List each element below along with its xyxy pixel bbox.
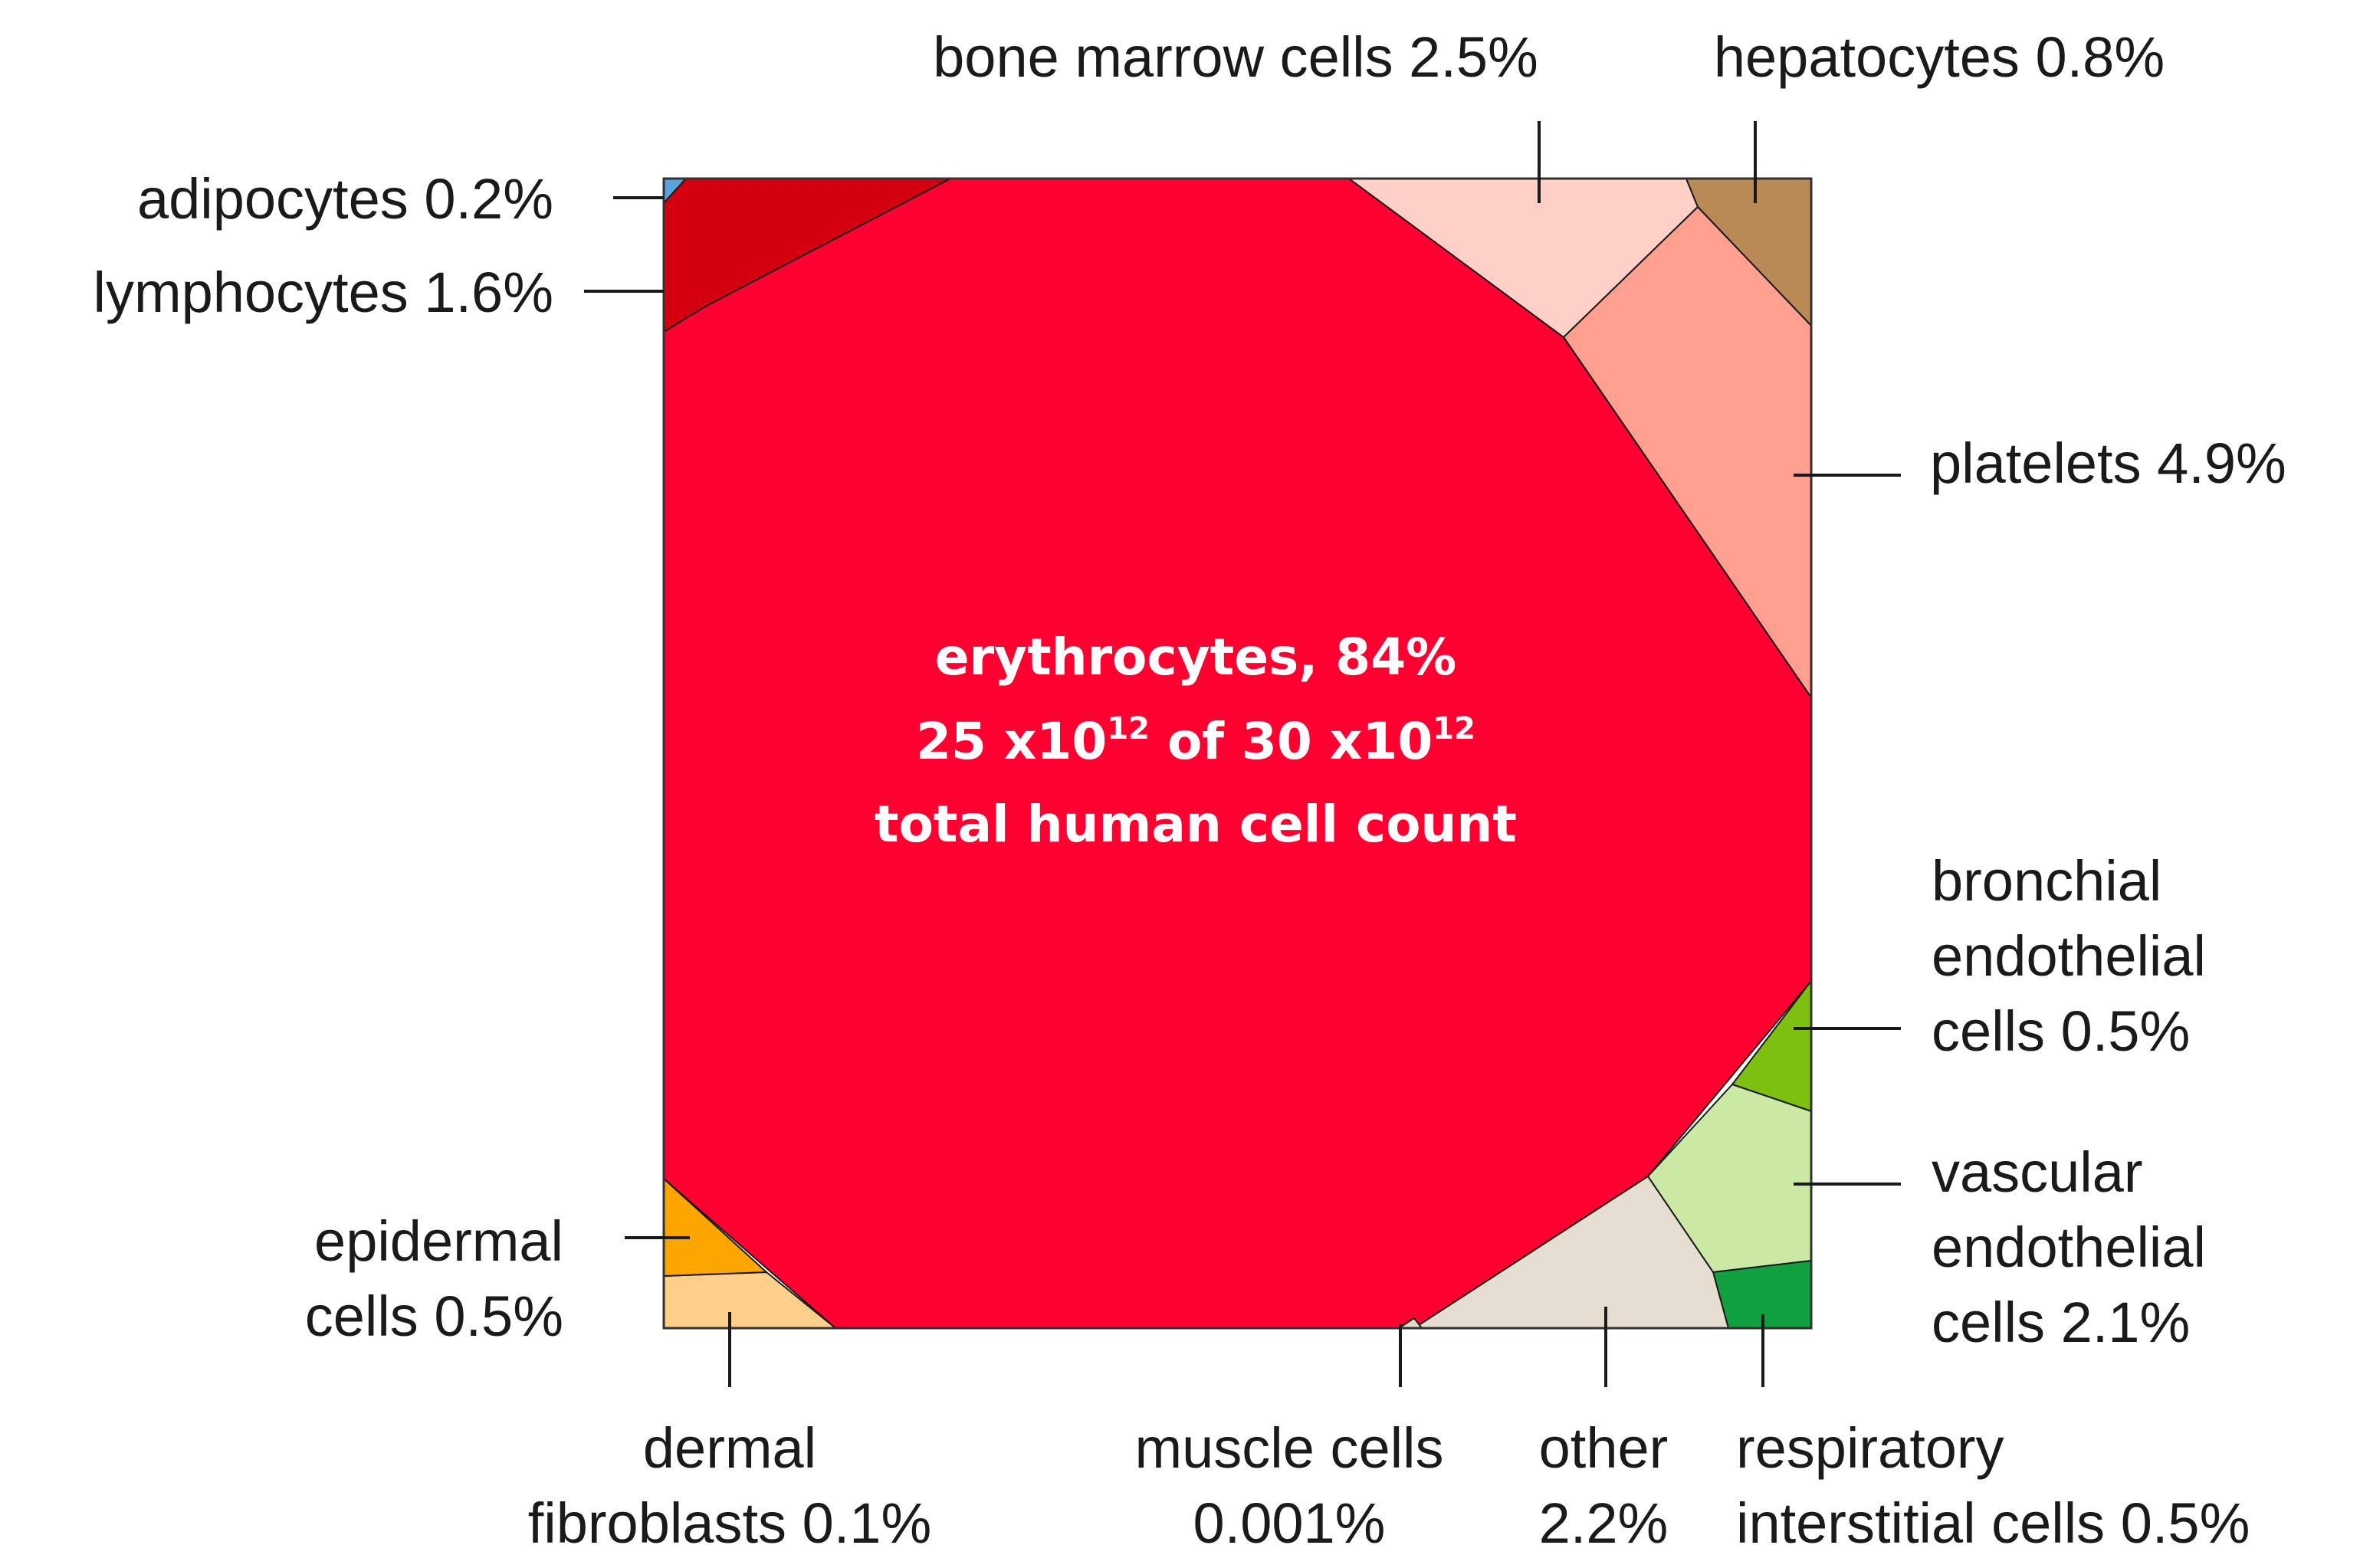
label-line: hepatocytes 0.8% [1714, 25, 2165, 89]
erythrocyte-count-exponent: 12 [1107, 711, 1150, 746]
label-line: 0.001% [1193, 1491, 1386, 1555]
label-line: cells 0.5% [1932, 999, 2190, 1063]
total-count-exponent: 12 [1433, 711, 1475, 746]
label-platelets: platelets 4.9% [1930, 431, 2286, 495]
label-line: 2.2% [1539, 1491, 1669, 1555]
label-adipocytes: adipocytes 0.2% [137, 167, 553, 231]
label-line: cells 0.5% [305, 1284, 563, 1348]
label-bone-marrow: bone marrow cells 2.5% [933, 25, 1538, 89]
erythrocytes-center-label: erythrocytes, 84% 25 x1012 of 30 x1012 t… [875, 628, 1517, 854]
label-epidermal: epidermal cells 0.5% [305, 1209, 563, 1348]
cell-count-line: 25 x1012 of 30 x1012 [916, 711, 1475, 771]
erythrocytes-label: erythrocytes, 84% [935, 628, 1457, 687]
of-word: of [1150, 712, 1242, 771]
erythrocyte-count-value: 25 x10 [916, 712, 1107, 771]
label-line: fibroblasts 0.1% [528, 1491, 932, 1555]
label-line: interstitial cells 0.5% [1736, 1491, 2250, 1555]
label-line: cells 2.1% [1932, 1291, 2190, 1354]
label-line: platelets 4.9% [1930, 431, 2286, 495]
label-bronchial: bronchial endothelial cells 0.5% [1932, 849, 2206, 1063]
label-line: dermal [643, 1416, 816, 1480]
label-line: vascular [1932, 1140, 2143, 1204]
label-line: epidermal [314, 1209, 563, 1273]
labels-layer: adipocytes 0.2% lymphocytes 1.6% bone marr… [94, 25, 2286, 1555]
leaders-layer [584, 121, 1901, 1387]
label-line: bronchial [1932, 849, 2161, 913]
label-line: lymphocytes 1.6% [94, 261, 554, 324]
label-other: other 2.2% [1539, 1416, 1669, 1555]
label-line: bone marrow cells 2.5% [933, 25, 1538, 89]
label-line: endothelial [1932, 1215, 2206, 1279]
label-lymphocytes: lymphocytes 1.6% [94, 261, 554, 324]
treemap-frame [662, 177, 1813, 1330]
label-hepatocytes: hepatocytes 0.8% [1714, 25, 2165, 89]
label-line: adipocytes 0.2% [137, 167, 553, 231]
label-muscle: muscle cells 0.001% [1135, 1416, 1444, 1555]
label-respiratory: respiratory interstitial cells 0.5% [1736, 1416, 2250, 1555]
label-line: muscle cells [1135, 1416, 1444, 1480]
label-line: respiratory [1736, 1416, 2004, 1480]
label-dermal: dermal fibroblasts 0.1% [528, 1416, 932, 1555]
label-line: other [1539, 1416, 1669, 1480]
total-cell-count-caption: total human cell count [875, 795, 1517, 854]
label-line: endothelial [1932, 924, 2206, 988]
label-vascular: vascular endothelial cells 2.1% [1932, 1140, 2206, 1354]
total-count-value: 30 x10 [1242, 712, 1433, 771]
